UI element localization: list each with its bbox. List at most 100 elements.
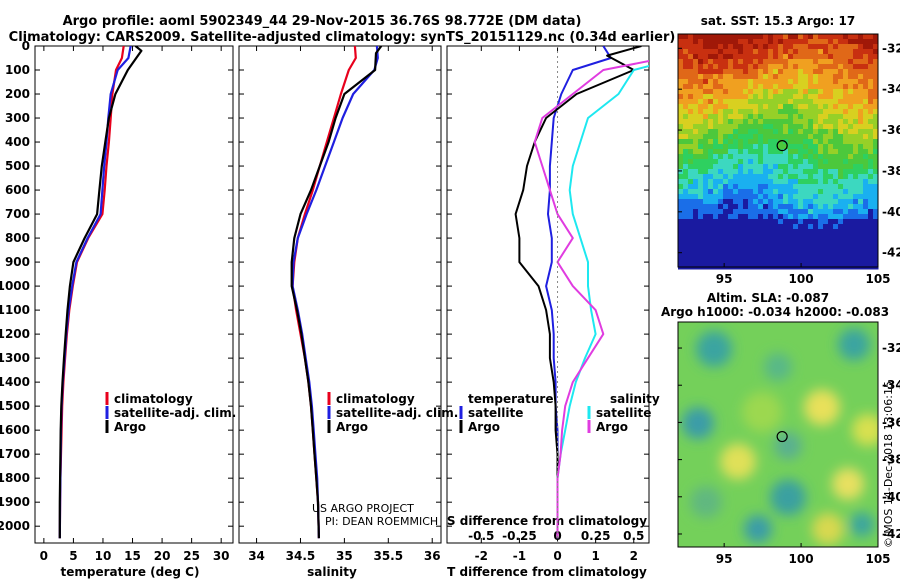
sst-cell bbox=[678, 159, 684, 165]
depth-tick-label: 100 bbox=[5, 63, 30, 77]
sst-cell bbox=[803, 139, 809, 145]
sst-cell bbox=[873, 129, 879, 135]
sst-cell bbox=[758, 44, 764, 50]
sst-cell bbox=[688, 204, 694, 210]
sst-cell bbox=[793, 39, 799, 45]
sst-cell bbox=[703, 109, 709, 115]
sst-cell bbox=[798, 124, 804, 130]
sst-cell bbox=[713, 209, 719, 215]
sst-cell bbox=[763, 94, 769, 100]
sst-cell bbox=[873, 99, 879, 105]
sst-cell bbox=[718, 174, 724, 180]
sst-cell bbox=[713, 119, 719, 125]
sst-cell bbox=[758, 254, 764, 260]
sst-cell bbox=[798, 159, 804, 165]
sst-cell bbox=[718, 129, 724, 135]
sst-cell bbox=[683, 259, 689, 265]
sst-cell bbox=[848, 259, 854, 265]
sst-cell bbox=[868, 219, 874, 225]
sst-cell bbox=[813, 44, 819, 50]
sst-cell bbox=[828, 234, 834, 240]
sst-cell bbox=[813, 229, 819, 235]
sst-cell bbox=[828, 224, 834, 230]
sst-cell bbox=[733, 254, 739, 260]
sst-cell bbox=[758, 154, 764, 160]
sst-cell bbox=[873, 49, 879, 55]
sst-cell bbox=[698, 109, 704, 115]
sst-cell bbox=[863, 54, 869, 60]
sst-cell bbox=[873, 159, 879, 165]
sst-cell bbox=[748, 94, 754, 100]
sst-cell bbox=[793, 129, 799, 135]
sst-cell bbox=[708, 224, 714, 230]
sst-cell bbox=[728, 99, 734, 105]
sst-cell bbox=[803, 74, 809, 80]
sst-cell bbox=[863, 134, 869, 140]
sst-cell bbox=[718, 209, 724, 215]
sst-cell bbox=[843, 164, 849, 170]
sst-cell bbox=[698, 94, 704, 100]
sst-cell bbox=[693, 144, 699, 150]
sst-cell bbox=[718, 234, 724, 240]
sst-cell bbox=[838, 259, 844, 265]
sst-cell bbox=[753, 229, 759, 235]
sst-cell bbox=[873, 199, 879, 205]
sst-cell bbox=[793, 124, 799, 130]
sst-cell bbox=[748, 74, 754, 80]
sst-cell bbox=[818, 144, 824, 150]
sst-cell bbox=[718, 184, 724, 190]
sst-cell bbox=[868, 79, 874, 85]
sst-cell bbox=[748, 34, 754, 40]
sst-cell bbox=[788, 89, 794, 95]
sst-cell bbox=[688, 214, 694, 220]
sst-cell bbox=[688, 209, 694, 215]
sst-cell bbox=[828, 254, 834, 260]
sst-cell bbox=[788, 259, 794, 265]
sst-cell bbox=[738, 74, 744, 80]
sst-cell bbox=[703, 244, 709, 250]
sst-cell bbox=[683, 124, 689, 130]
sst-cell bbox=[868, 139, 874, 145]
sst-cell bbox=[773, 259, 779, 265]
sst-cell bbox=[683, 214, 689, 220]
sst-cell bbox=[843, 214, 849, 220]
sst-cell bbox=[853, 169, 859, 175]
sst-cell bbox=[803, 129, 809, 135]
sst-cell bbox=[808, 79, 814, 85]
sst-cell bbox=[708, 124, 714, 130]
sst-cell bbox=[793, 229, 799, 235]
sst-cell bbox=[873, 219, 879, 225]
sst-cell bbox=[688, 34, 694, 40]
sst-cell bbox=[783, 214, 789, 220]
sst-cell bbox=[693, 154, 699, 160]
sst-cell bbox=[828, 179, 834, 185]
sst-cell bbox=[838, 89, 844, 95]
sst-cell bbox=[793, 179, 799, 185]
sst-cell bbox=[728, 49, 734, 55]
sst-cell bbox=[793, 224, 799, 230]
sst-cell bbox=[798, 49, 804, 55]
sst-cell bbox=[838, 34, 844, 40]
sst-cell bbox=[818, 134, 824, 140]
sst-cell bbox=[833, 194, 839, 200]
sst-cell bbox=[753, 259, 759, 265]
sst-cell bbox=[763, 114, 769, 120]
sst-cell bbox=[793, 154, 799, 160]
sst-cell bbox=[793, 204, 799, 210]
sst-cell bbox=[728, 149, 734, 155]
sst-cell bbox=[678, 124, 684, 130]
sst-cell bbox=[723, 59, 729, 65]
sst-cell bbox=[813, 224, 819, 230]
sst-cell bbox=[753, 54, 759, 60]
sst-cell bbox=[778, 39, 784, 45]
sst-cell bbox=[748, 159, 754, 165]
sst-cell bbox=[688, 54, 694, 60]
sst-cell bbox=[768, 259, 774, 265]
sst-cell bbox=[858, 44, 864, 50]
sst-cell bbox=[823, 74, 829, 80]
sst-cell bbox=[853, 59, 859, 65]
sst-cell bbox=[748, 129, 754, 135]
sst-cell bbox=[758, 119, 764, 125]
sst-cell bbox=[698, 224, 704, 230]
sst-cell bbox=[788, 239, 794, 245]
